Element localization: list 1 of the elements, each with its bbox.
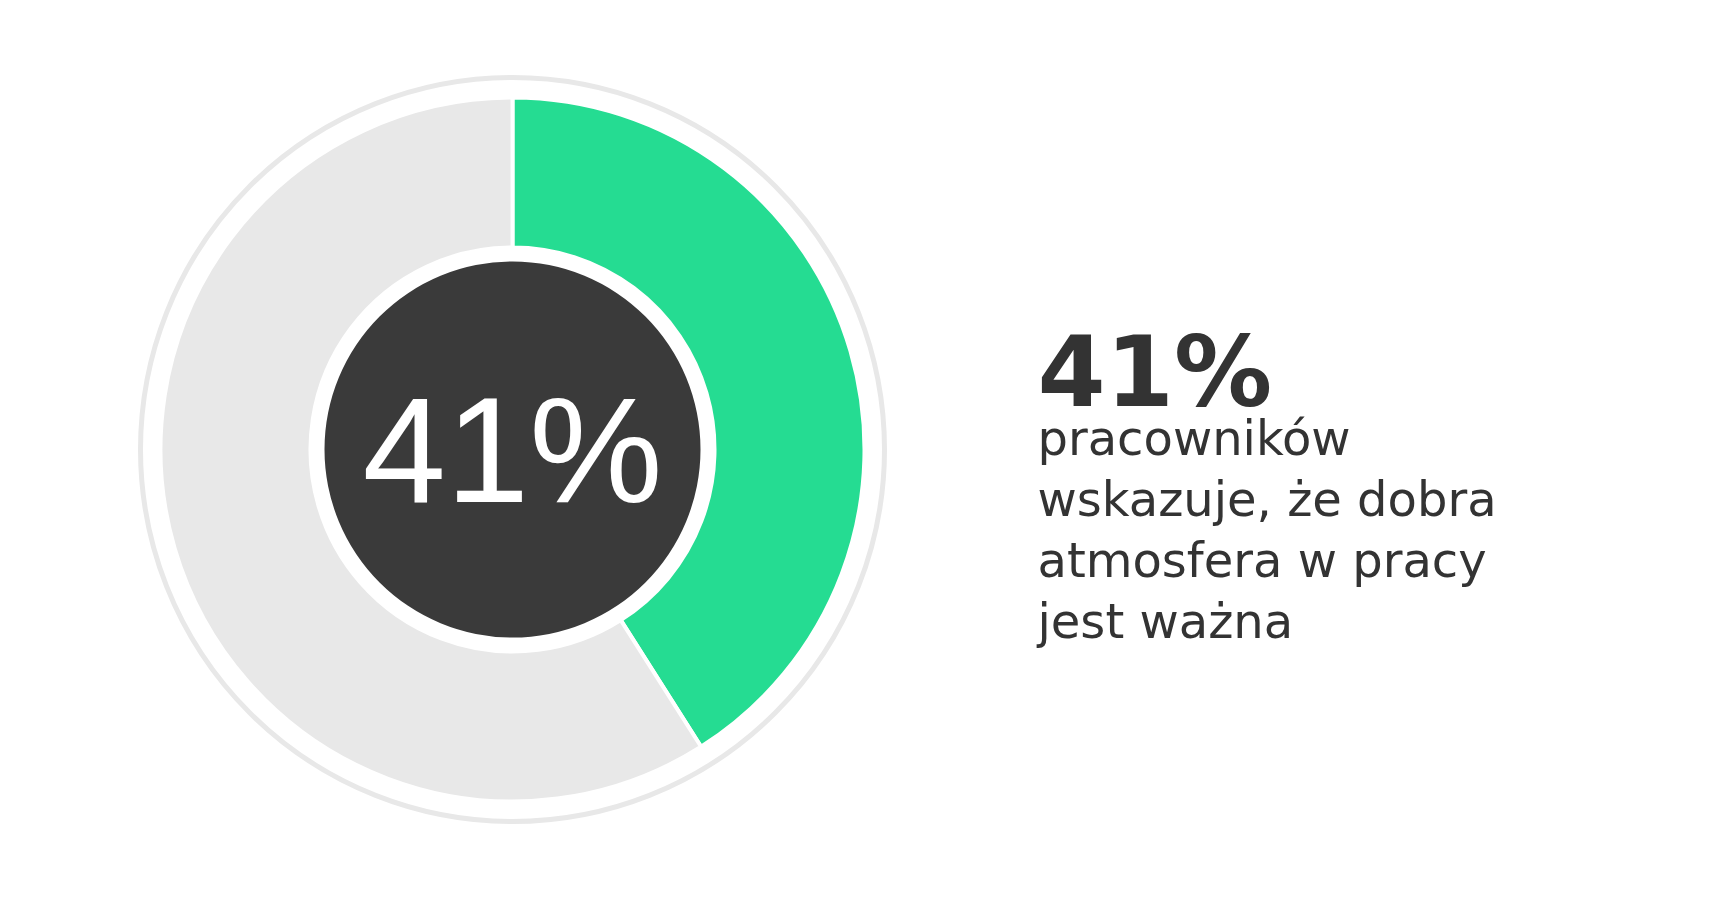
text: 41% [362,365,663,534]
